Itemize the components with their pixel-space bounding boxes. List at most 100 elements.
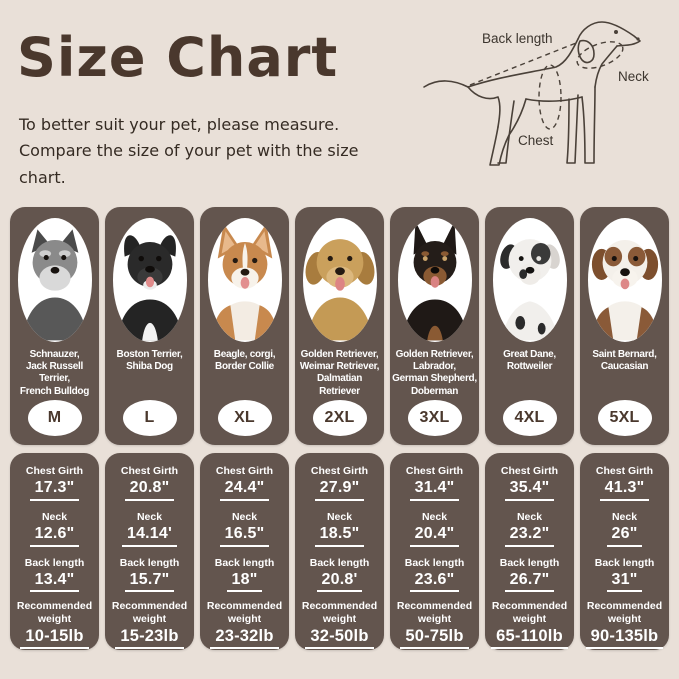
size-badge-label: XL (234, 409, 255, 426)
neck-value: 20.4" (409, 525, 460, 547)
boston-terrier-photo (116, 235, 183, 341)
chest-label: Chest (518, 133, 554, 148)
recommended-weight-value: 50-75lb (400, 627, 469, 650)
neck-value: 16.5" (219, 525, 270, 547)
size-badge: 2XL (312, 400, 367, 436)
breed-card-5xl: Saint Bernard, Caucasian 5XL (580, 207, 669, 445)
recommended-weight-label: Recommended weight (396, 600, 473, 625)
size-badge: 3XL (407, 400, 462, 436)
size-badge: 5XL (597, 400, 652, 436)
size-badge-label: 5XL (609, 409, 640, 426)
back-length-label: Back length (404, 556, 465, 569)
chest-girth-value: 27.9" (314, 479, 365, 501)
breed-names: Golden Retriever, Labrador, German Sheph… (392, 349, 477, 397)
size-badge-label: L (144, 409, 155, 426)
chest-girth-label: Chest Girth (405, 465, 464, 477)
breed-card-m: Schnauzer, Jack Russell Terrier, French … (10, 207, 99, 445)
breed-card-3xl: Golden Retriever, Labrador, German Sheph… (390, 207, 479, 445)
chest-girth-value: 41.3" (599, 479, 650, 501)
back-length-label: Back length (594, 556, 655, 569)
chest-girth-label: Chest Girth (120, 465, 179, 477)
back-length-value: 20.8' (316, 571, 363, 593)
measurement-card-4xl: Chest Girth 35.4" Neck 23.2" Back length… (485, 453, 574, 650)
measurement-card-2xl: Chest Girth 27.9" Neck 18.5" Back length… (295, 453, 384, 650)
dog-measurement-diagram: Back length Neck Chest (418, 3, 676, 203)
chest-girth-label: Chest Girth (25, 465, 84, 477)
neck-label: Neck (231, 510, 258, 523)
size-badge: 4XL (502, 400, 557, 436)
schnauzer-photo (21, 229, 88, 341)
back-length-label: Back length (24, 556, 85, 569)
corgi-photo (211, 223, 278, 341)
recommended-weight-label: Recommended weight (301, 600, 378, 625)
recommended-weight-value: 23-32lb (210, 627, 279, 650)
dog-photo-frame (112, 218, 187, 342)
chest-girth-label: Chest Girth (215, 465, 274, 477)
neck-value: 18.5" (314, 525, 365, 547)
neck-value: 26" (606, 525, 643, 547)
breed-card-2xl: Golden Retriever, Weimar Retriever, Dalm… (295, 207, 384, 445)
recommended-weight-label: Recommended weight (111, 600, 188, 625)
breed-names: Saint Bernard, Caucasian (592, 349, 657, 373)
breed-cards-row: Schnauzer, Jack Russell Terrier, French … (10, 207, 669, 445)
neck-value: 14.14' (121, 525, 178, 547)
size-badge: L (122, 400, 177, 436)
breed-card-l: Boston Terrier, Shiba Dog L (105, 207, 194, 445)
breed-names: Golden Retriever, Weimar Retriever, Dalm… (299, 349, 380, 397)
breed-card-4xl: Great Dane, Rottweiler 4XL (485, 207, 574, 445)
chest-girth-label: Chest Girth (595, 465, 654, 477)
size-badge-label: 4XL (514, 409, 545, 426)
measurement-card-xl: Chest Girth 24.4" Neck 16.5" Back length… (200, 453, 289, 650)
back-length-label: Back length (309, 556, 370, 569)
dog-photo-frame (397, 218, 472, 342)
chest-girth-value: 17.3" (29, 479, 80, 501)
recommended-weight-value: 65-110lb (491, 627, 568, 650)
back-length-value: 26.7" (504, 571, 555, 593)
breed-names: Great Dane, Rottweiler (503, 349, 556, 373)
dog-photo-frame (492, 218, 567, 342)
measurement-card-l: Chest Girth 20.8" Neck 14.14' Back lengt… (105, 453, 194, 650)
chest-girth-value: 24.4" (219, 479, 270, 501)
neck-label: Neck (611, 510, 638, 523)
recommended-weight-label: Recommended weight (491, 600, 568, 625)
breed-card-xl: Beagle, corgi, Border Collie XL (200, 207, 289, 445)
recommended-weight-label: Recommended weight (16, 600, 93, 625)
golden-retriever-photo (305, 239, 374, 341)
chest-girth-label: Chest Girth (310, 465, 369, 477)
back-length-label: Back length (482, 31, 553, 46)
size-badge-label: 3XL (419, 409, 450, 426)
chest-girth-label: Chest Girth (500, 465, 559, 477)
intro-text: To better suit your pet, please measure.… (19, 115, 359, 187)
recommended-weight-label: Recommended weight (206, 600, 283, 625)
breed-names: Schnauzer, Jack Russell Terrier, French … (19, 349, 90, 397)
back-length-label: Back length (119, 556, 180, 569)
recommended-weight-label: Recommended weight (586, 600, 663, 625)
back-length-label: Back length (499, 556, 560, 569)
dog-photo-frame (302, 218, 377, 342)
neck-value: 23.2" (504, 525, 555, 547)
chest-girth-value: 20.8" (124, 479, 175, 501)
size-badge: M (27, 400, 82, 436)
dog-photo-frame (17, 218, 92, 342)
measurement-cards-row: Chest Girth 17.3" Neck 12.6" Back length… (10, 453, 669, 650)
measurement-card-m: Chest Girth 17.3" Neck 12.6" Back length… (10, 453, 99, 650)
breed-names: Boston Terrier, Shiba Dog (116, 349, 183, 373)
back-length-value: 15.7" (124, 571, 175, 593)
dog-photo-frame (207, 218, 282, 342)
great-dane-photo (499, 239, 560, 341)
page-title: Size Chart (17, 26, 339, 89)
breed-names: Beagle, corgi, Border Collie (213, 349, 276, 373)
dog-photo-frame (587, 218, 662, 342)
saint-bernard-photo (591, 240, 658, 341)
size-badge: XL (217, 400, 272, 436)
neck-value: 12.6" (29, 525, 80, 547)
chest-girth-value: 31.4" (409, 479, 460, 501)
doberman-photo (401, 221, 468, 341)
size-badge-label: 2XL (324, 409, 355, 426)
recommended-weight-value: 15-23lb (115, 627, 184, 650)
recommended-weight-value: 90-135lb (585, 627, 664, 650)
back-length-value: 18" (226, 571, 263, 593)
measurement-card-3xl: Chest Girth 31.4" Neck 20.4" Back length… (390, 453, 479, 650)
size-badge-label: M (47, 409, 62, 426)
